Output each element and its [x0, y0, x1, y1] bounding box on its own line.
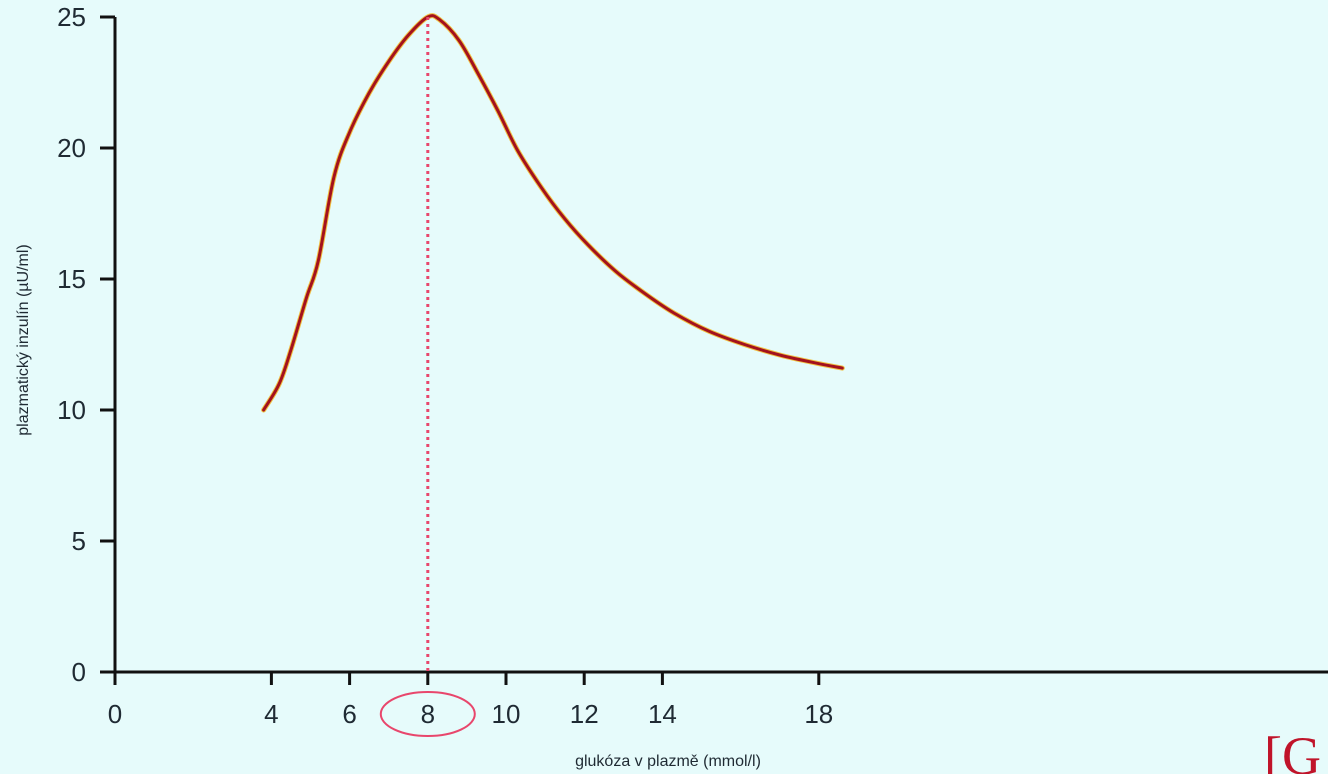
x-tick-label: 10 — [492, 699, 521, 729]
series-line-halo — [261, 13, 845, 413]
y-tick-label: 5 — [72, 526, 86, 556]
y-tick-label: 25 — [57, 2, 86, 32]
y-tick-label: 15 — [57, 264, 86, 294]
x-tick-label: 6 — [342, 699, 356, 729]
y-tick-label: 20 — [57, 133, 86, 163]
y-axis: 0 5 10 15 20 25 — [57, 2, 117, 687]
x-axis-title: glukóza v plazmě (mmol/l) — [575, 753, 761, 770]
y-tick-label: 10 — [57, 395, 86, 425]
corner-bracket-mark: [G — [1264, 726, 1321, 774]
annotations — [379, 17, 476, 737]
x-tick-label: 8 — [421, 699, 435, 729]
series — [261, 13, 845, 413]
series-line — [262, 14, 844, 412]
x-tick-label: 12 — [570, 699, 599, 729]
y-tick-label: 0 — [72, 657, 86, 687]
x-axis: 0 4 6 8 10 12 14 18 — [108, 670, 1328, 729]
x-tick-label: 4 — [264, 699, 278, 729]
x-tick-label: 0 — [108, 699, 122, 729]
x-tick-label: 18 — [804, 699, 833, 729]
x-tick-label: 14 — [648, 699, 677, 729]
y-axis-title: plazmatický inzulín (µU/ml) — [15, 244, 32, 435]
highlight-ellipse-tick-8 — [379, 691, 476, 737]
